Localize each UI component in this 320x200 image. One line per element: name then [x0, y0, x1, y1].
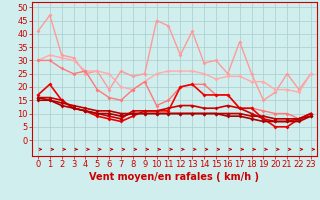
X-axis label: Vent moyen/en rafales ( km/h ): Vent moyen/en rafales ( km/h ) — [89, 172, 260, 182]
